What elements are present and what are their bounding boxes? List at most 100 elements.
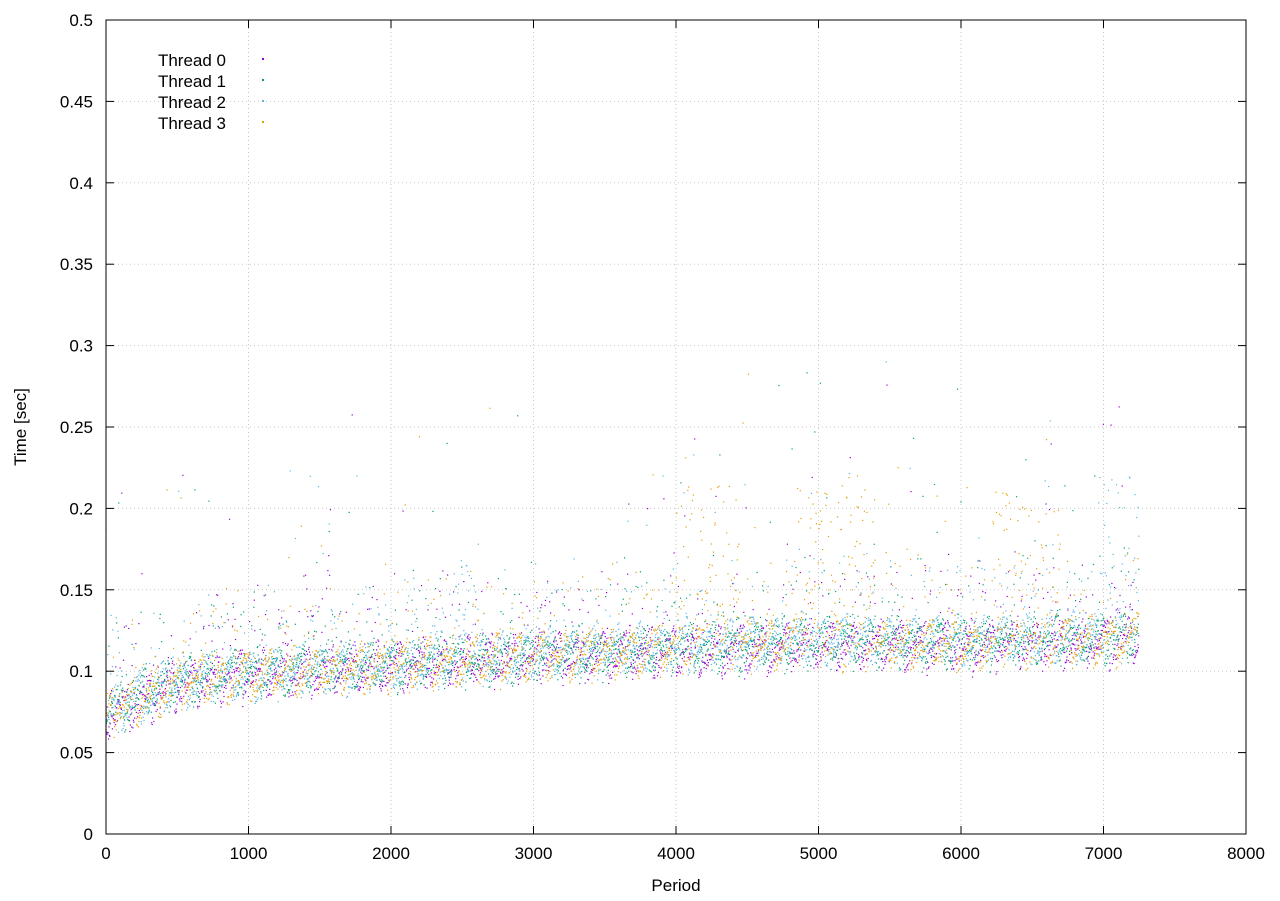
data-point xyxy=(797,662,798,663)
data-point xyxy=(577,637,578,638)
data-point xyxy=(954,660,955,661)
data-point xyxy=(1055,633,1056,634)
data-point xyxy=(409,679,410,680)
data-point xyxy=(810,602,811,603)
data-point xyxy=(147,713,148,714)
data-point xyxy=(982,626,983,627)
data-point xyxy=(814,652,815,653)
data-point xyxy=(1064,668,1065,669)
data-point xyxy=(566,652,567,653)
data-point xyxy=(177,691,178,692)
data-point xyxy=(526,659,527,660)
data-point xyxy=(695,670,696,671)
data-point xyxy=(278,609,279,610)
data-point xyxy=(981,640,982,641)
data-point xyxy=(628,667,629,668)
data-point xyxy=(607,628,608,629)
data-point xyxy=(762,585,763,586)
data-point xyxy=(165,668,166,669)
data-point xyxy=(931,641,932,642)
data-point xyxy=(202,686,203,687)
data-point xyxy=(910,649,911,650)
data-point xyxy=(725,653,726,654)
data-point xyxy=(1017,616,1018,617)
data-point xyxy=(108,738,109,739)
data-point xyxy=(135,701,136,702)
data-point xyxy=(873,632,874,633)
data-point xyxy=(610,674,611,675)
data-point xyxy=(657,639,658,640)
data-point xyxy=(729,658,730,659)
data-point xyxy=(731,639,732,640)
data-point xyxy=(447,443,448,444)
data-point xyxy=(377,673,378,674)
data-point xyxy=(341,674,342,675)
data-point xyxy=(918,636,919,637)
data-point xyxy=(511,683,512,684)
data-point xyxy=(1044,653,1045,654)
data-point xyxy=(997,661,998,662)
data-point xyxy=(672,672,673,673)
data-point xyxy=(698,613,699,614)
data-point xyxy=(572,640,573,641)
data-point xyxy=(271,670,272,671)
data-point xyxy=(724,665,725,666)
data-point xyxy=(307,654,308,655)
data-point xyxy=(502,656,503,657)
data-point xyxy=(422,642,423,643)
data-point xyxy=(146,690,147,691)
data-point xyxy=(459,659,460,660)
data-point xyxy=(581,671,582,672)
data-point xyxy=(773,651,774,652)
data-point xyxy=(126,625,127,626)
data-point xyxy=(305,641,306,642)
data-point xyxy=(546,665,547,666)
data-point xyxy=(166,704,167,705)
data-point xyxy=(601,571,602,572)
data-point xyxy=(630,662,631,663)
data-point xyxy=(606,675,607,676)
data-point xyxy=(394,662,395,663)
data-point xyxy=(895,629,896,630)
data-point xyxy=(1071,640,1072,641)
data-point xyxy=(900,639,901,640)
data-point xyxy=(923,632,924,633)
data-point xyxy=(1045,648,1046,649)
data-point xyxy=(904,672,905,673)
data-point xyxy=(456,663,457,664)
data-point xyxy=(1086,596,1087,597)
data-point xyxy=(314,631,315,632)
data-point xyxy=(741,649,742,650)
data-point xyxy=(548,648,549,649)
data-point xyxy=(218,686,219,687)
data-point xyxy=(595,644,596,645)
data-point xyxy=(333,657,334,658)
data-point xyxy=(310,655,311,656)
data-point xyxy=(976,654,977,655)
data-point xyxy=(819,587,820,588)
data-point xyxy=(1071,648,1072,649)
data-point xyxy=(1015,664,1016,665)
data-point xyxy=(300,656,301,657)
data-point xyxy=(152,703,153,704)
data-point xyxy=(1134,663,1135,664)
data-point xyxy=(406,609,407,610)
data-point xyxy=(727,668,728,669)
data-point xyxy=(1134,642,1135,643)
data-point xyxy=(463,642,464,643)
data-point xyxy=(221,703,222,704)
data-point xyxy=(329,531,330,532)
data-point xyxy=(954,654,955,655)
data-point xyxy=(1107,656,1108,657)
data-point xyxy=(1021,639,1022,640)
data-point xyxy=(333,644,334,645)
data-point xyxy=(428,668,429,669)
data-point xyxy=(745,665,746,666)
data-point xyxy=(287,645,288,646)
data-point xyxy=(492,669,493,670)
data-point xyxy=(579,683,580,684)
data-point xyxy=(184,665,185,666)
data-point xyxy=(629,632,630,633)
data-point xyxy=(885,661,886,662)
data-point xyxy=(1060,648,1061,649)
